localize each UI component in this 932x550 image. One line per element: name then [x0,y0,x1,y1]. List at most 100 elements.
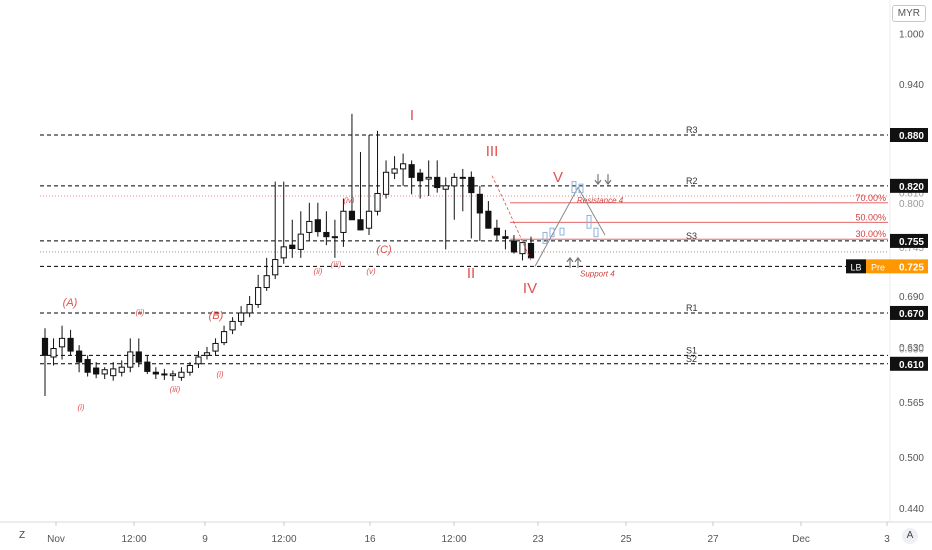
candle [476,185,483,241]
x-tick-label: 12:00 [441,534,466,545]
candle-body [323,231,330,238]
resistance-label: Resistance 4 [577,196,624,205]
y-tick-label: 0.440 [899,504,924,515]
x-tick-label: 25 [620,534,632,545]
hidden-price-label: 0.630 [899,345,924,356]
price-tag-bg [890,233,928,248]
y-tick-label: 0.500 [899,453,924,464]
up-arrow-icon [574,256,582,268]
price-tag: 0.880 [890,128,928,142]
candle-body [246,303,253,314]
candle-body [510,240,518,253]
premarket-tag-bg [866,259,890,274]
elliott-wave-annotations: IIIIIIIVV(A)(B)(C)(i)(ii)(iii)(i)(ii)(ii… [63,107,563,412]
candle [459,168,466,212]
candle-body [169,373,176,377]
fibonacci-levels: 70.00% 50.00% 30.00% Resistance 4 Support 4 [510,174,888,278]
candle [178,367,185,381]
candle-body [357,219,364,231]
support-label: Support 4 [580,269,615,278]
candle [331,219,338,258]
price-tag-text: 0.755 [899,237,924,248]
projection-path [534,186,606,267]
candle [212,338,219,356]
price-tag-bg [890,356,928,371]
price-tag-text: 0.880 [899,131,924,142]
candle [144,355,151,374]
candle-body [93,367,100,375]
projected-candle [542,231,548,244]
elliott-major-label: III [486,143,499,160]
x-tick-label: Dec [792,534,810,545]
elliott-minor-label: (ii) [314,267,323,276]
candle-body [331,236,338,239]
price-tag-bg [890,128,928,142]
candle [67,329,74,356]
candle-body [400,163,407,170]
candle [510,234,518,254]
candle [161,368,168,380]
candle [485,201,492,229]
elliott-minor-label: (iii) [331,260,342,269]
price-tag: 0.610 [890,356,928,371]
elliott-minor-label: (i) [216,370,223,379]
candle [365,135,373,235]
candle [340,198,347,247]
candle-body [58,337,66,348]
candle [425,160,432,197]
candle [374,130,381,216]
candle [255,274,262,308]
candle [297,211,304,258]
up-arrow-icon [566,256,574,268]
price-tag-text: 0.670 [899,309,924,320]
projected-candle [593,227,599,238]
elliott-minor-label: (A) [63,297,78,309]
fib-label: 70.00% [855,193,886,203]
candle-body [280,246,287,259]
candle-body [442,185,449,190]
x-axis: Nov 12:00 9 12:00 16 12:00 23 25 27 Dec 3 [0,521,932,545]
candle [314,202,321,237]
premarket-tag: Pre [871,262,885,272]
last-price-bg [890,259,928,274]
auto-scale-button[interactable]: A [902,528,918,544]
elliott-minor-label: (i) [77,403,84,412]
candle-body [41,337,49,356]
projected-candle [549,227,555,238]
candle [238,306,245,326]
candle [58,325,66,360]
candle [229,317,236,335]
candle [50,338,57,366]
candle [451,173,458,220]
y-tick-label: 0.690 [899,292,924,303]
candle [382,160,390,199]
pivot-label: R2 [686,176,698,186]
candle-body [417,172,424,182]
price-tag-text: 0.610 [899,360,924,371]
last-price-prefix-bg [846,259,866,274]
candle [442,177,449,250]
currency-badge[interactable]: MYR [891,5,926,22]
pivot-label: R1 [686,303,698,313]
candle [101,367,108,380]
candle [357,151,364,231]
fib-label: 30.00% [855,229,886,239]
zoom-button[interactable]: Z [18,530,26,541]
candle-body [84,359,91,373]
y-tick-label: 0.630 [899,343,924,354]
wave-connector [491,175,532,261]
candle [118,360,125,377]
x-tick-label: 12:00 [271,534,296,545]
pivot-label: S2 [686,354,697,364]
candle-body [76,350,83,363]
price-tags: 0.880 0.820 0.755 0.670 0.610 LB Pre 0.725 [846,128,928,371]
y-tick-label: 0.565 [899,398,924,409]
candle-body [135,351,142,363]
candle-body [382,171,390,195]
candle [152,367,159,380]
elliott-major-label: I [410,107,414,124]
candle [468,171,475,239]
candle-body [229,320,236,331]
candle-body [161,373,168,376]
